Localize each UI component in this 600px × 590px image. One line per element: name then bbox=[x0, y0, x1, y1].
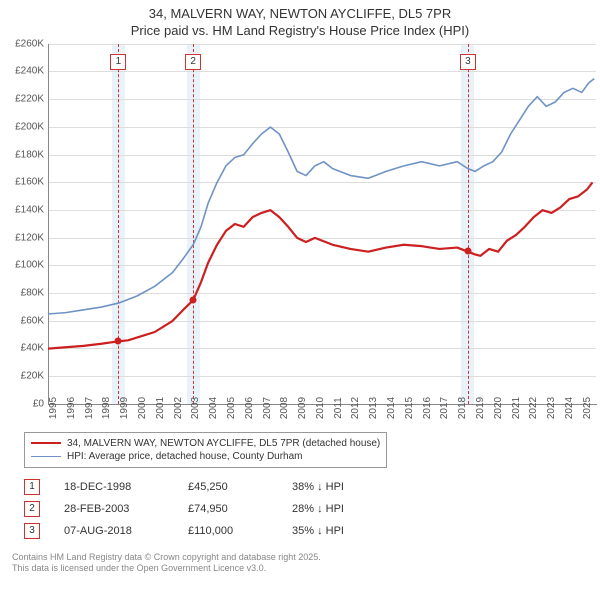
footer: Contains HM Land Registry data © Crown c… bbox=[12, 552, 600, 575]
x-tick-label: 2024 bbox=[564, 397, 575, 419]
legend-swatch bbox=[31, 442, 61, 444]
x-tick-label: 1995 bbox=[48, 397, 59, 419]
sales-index-box: 1 bbox=[24, 479, 40, 495]
x-tick-label: 2021 bbox=[511, 397, 522, 419]
sales-price: £110,000 bbox=[188, 525, 268, 537]
sale-marker bbox=[464, 248, 471, 255]
y-tick-label: £60K bbox=[21, 315, 44, 326]
x-tick-label: 2000 bbox=[137, 397, 148, 419]
sales-date: 28-FEB-2003 bbox=[64, 503, 164, 515]
y-tick-label: £80K bbox=[21, 288, 44, 299]
sale-marker bbox=[115, 338, 122, 345]
sales-price: £45,250 bbox=[188, 481, 268, 493]
sales-delta: 35% ↓ HPI bbox=[292, 525, 392, 537]
x-tick-label: 2020 bbox=[493, 397, 504, 419]
x-tick-label: 2003 bbox=[190, 397, 201, 419]
sales-delta: 28% ↓ HPI bbox=[292, 503, 392, 515]
sales-row: 3 07-AUG-2018 £110,000 35% ↓ HPI bbox=[24, 520, 600, 542]
chart-area: £0£20K£40K£60K£80K£100K£120K£140K£160K£1… bbox=[30, 44, 600, 424]
legend-row: 34, MALVERN WAY, NEWTON AYCLIFFE, DL5 7P… bbox=[31, 437, 380, 450]
title-line-1: 34, MALVERN WAY, NEWTON AYCLIFFE, DL5 7P… bbox=[0, 6, 600, 23]
footer-line-2: This data is licensed under the Open Gov… bbox=[12, 563, 600, 575]
x-tick-label: 2014 bbox=[386, 397, 397, 419]
x-tick-label: 2017 bbox=[439, 397, 450, 419]
y-tick-label: £160K bbox=[15, 177, 44, 188]
sales-date: 18-DEC-1998 bbox=[64, 481, 164, 493]
y-tick-label: £140K bbox=[15, 204, 44, 215]
series-property bbox=[48, 182, 592, 348]
legend: 34, MALVERN WAY, NEWTON AYCLIFFE, DL5 7P… bbox=[24, 432, 387, 468]
legend-label: HPI: Average price, detached house, Coun… bbox=[67, 451, 303, 462]
event-marker-box: 3 bbox=[460, 54, 476, 70]
y-tick-label: £240K bbox=[15, 66, 44, 77]
sales-index-box: 3 bbox=[24, 523, 40, 539]
y-tick-label: £180K bbox=[15, 149, 44, 160]
event-marker-box: 2 bbox=[185, 54, 201, 70]
legend-label: 34, MALVERN WAY, NEWTON AYCLIFFE, DL5 7P… bbox=[67, 438, 380, 449]
x-tick-label: 2013 bbox=[368, 397, 379, 419]
sales-date: 07-AUG-2018 bbox=[64, 525, 164, 537]
sales-row: 2 28-FEB-2003 £74,950 28% ↓ HPI bbox=[24, 498, 600, 520]
sale-marker bbox=[190, 297, 197, 304]
x-tick-label: 2005 bbox=[226, 397, 237, 419]
x-tick-label: 2012 bbox=[350, 397, 361, 419]
y-tick-label: £0 bbox=[33, 398, 44, 409]
x-tick-label: 2009 bbox=[297, 397, 308, 419]
y-tick-label: £220K bbox=[15, 94, 44, 105]
title-line-2: Price paid vs. HM Land Registry's House … bbox=[0, 23, 600, 40]
x-tick-label: 2001 bbox=[155, 397, 166, 419]
series-lines bbox=[48, 44, 596, 404]
x-tick-label: 2002 bbox=[173, 397, 184, 419]
y-tick-label: £40K bbox=[21, 343, 44, 354]
event-marker-box: 1 bbox=[110, 54, 126, 70]
x-tick-label: 2007 bbox=[262, 397, 273, 419]
y-tick-label: £200K bbox=[15, 121, 44, 132]
sales-row: 1 18-DEC-1998 £45,250 38% ↓ HPI bbox=[24, 476, 600, 498]
x-tick-label: 2004 bbox=[208, 397, 219, 419]
x-tick-label: 2025 bbox=[582, 397, 593, 419]
x-tick-label: 2016 bbox=[422, 397, 433, 419]
x-tick-label: 2022 bbox=[528, 397, 539, 419]
x-tick-label: 2015 bbox=[404, 397, 415, 419]
y-tick-label: £100K bbox=[15, 260, 44, 271]
footer-line-1: Contains HM Land Registry data © Crown c… bbox=[12, 552, 600, 564]
x-tick-label: 2023 bbox=[546, 397, 557, 419]
x-tick-label: 2018 bbox=[457, 397, 468, 419]
y-tick-label: £120K bbox=[15, 232, 44, 243]
y-tick-label: £20K bbox=[21, 371, 44, 382]
x-tick-label: 2006 bbox=[244, 397, 255, 419]
x-tick-label: 1996 bbox=[66, 397, 77, 419]
x-tick-label: 2011 bbox=[333, 397, 344, 419]
title-block: 34, MALVERN WAY, NEWTON AYCLIFFE, DL5 7P… bbox=[0, 0, 600, 44]
legend-swatch bbox=[31, 456, 61, 457]
legend-row: HPI: Average price, detached house, Coun… bbox=[31, 450, 380, 463]
sales-index-box: 2 bbox=[24, 501, 40, 517]
x-tick-label: 1999 bbox=[119, 397, 130, 419]
sales-table: 1 18-DEC-1998 £45,250 38% ↓ HPI 2 28-FEB-2003… bbox=[24, 476, 600, 542]
x-tick-label: 2010 bbox=[315, 397, 326, 419]
x-tick-label: 1997 bbox=[84, 397, 95, 419]
sales-delta: 38% ↓ HPI bbox=[292, 481, 392, 493]
series-hpi bbox=[48, 78, 594, 313]
x-tick-label: 1998 bbox=[101, 397, 112, 419]
x-tick-label: 2008 bbox=[279, 397, 290, 419]
chart-container: 34, MALVERN WAY, NEWTON AYCLIFFE, DL5 7P… bbox=[0, 0, 600, 575]
x-tick-label: 2019 bbox=[475, 397, 486, 419]
y-tick-label: £260K bbox=[15, 38, 44, 49]
sales-price: £74,950 bbox=[188, 503, 268, 515]
